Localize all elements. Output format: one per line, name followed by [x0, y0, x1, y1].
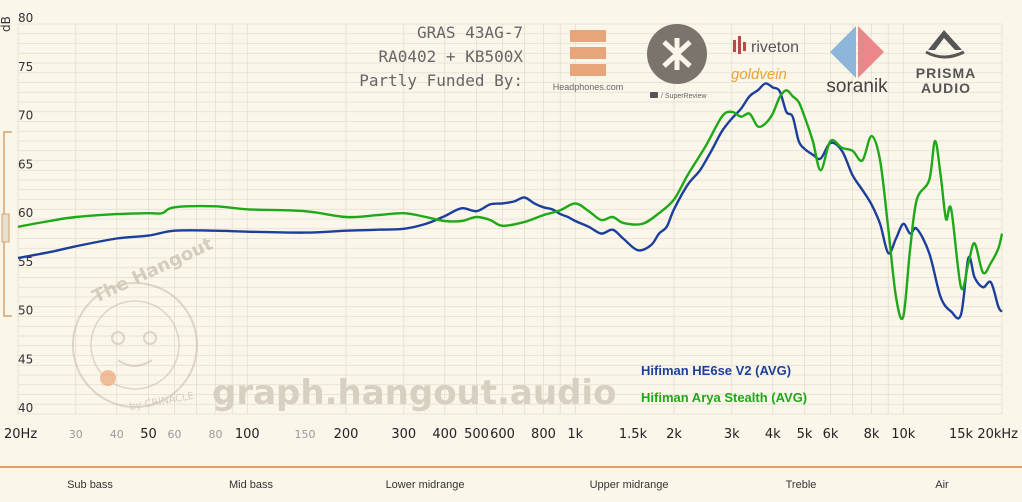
series-line-arya [17, 89, 1004, 321]
legend: Hifiman HE6se V2 (AVG) Hifiman Arya Stea… [641, 363, 807, 405]
funded-by: Partly Funded By: [359, 71, 523, 90]
goldvein-text: goldvein [731, 66, 787, 83]
riveton-logo: riveton goldvein [731, 36, 799, 83]
y-tick-label: 75 [18, 60, 33, 74]
prisma-audio-logo: PRISMA AUDIO [916, 30, 976, 96]
x-tick-label-minor: 60 [167, 428, 181, 441]
x-tick-label: 2k [666, 427, 682, 442]
band-air: Air [935, 479, 949, 491]
y-tick-label: 40 [18, 401, 33, 415]
band-upper-midrange: Upper midrange [590, 479, 669, 491]
band-sub-bass: Sub bass [67, 479, 113, 491]
y-axis-label: dB [0, 16, 13, 32]
x-tick-label: 3k [724, 427, 740, 442]
x-tick-label: 500 [464, 427, 489, 442]
x-tick-label: 15k [949, 427, 974, 442]
x-tick-label: 6k [823, 427, 839, 442]
x-tick-label: 50 [140, 427, 157, 442]
x-tick-label: 200 [334, 427, 359, 442]
x-tick-label: 1k [567, 427, 583, 442]
y-tick-label: 50 [18, 304, 33, 318]
y-tick-label: 70 [18, 109, 33, 123]
frequency-bands: Sub bass Mid bass Lower midrange Upper m… [67, 479, 949, 491]
riveton-text: riveton [751, 39, 799, 56]
left-edge-handle[interactable] [1, 131, 12, 317]
headphones-com-logo: Headphones.com [553, 30, 624, 92]
legend-he6se: Hifiman HE6se V2 (AVG) [641, 363, 791, 378]
series-layer [17, 82, 1004, 321]
x-tick-label: 400 [432, 427, 457, 442]
y-tick-label: 45 [18, 352, 33, 366]
headphones-com-text: Headphones.com [553, 82, 624, 92]
rig-name: GRAS 43AG-7 [417, 23, 523, 42]
x-tick-label: 300 [391, 427, 416, 442]
series-line-he6se [17, 82, 1003, 320]
x-tick-label: 1.5k [619, 427, 648, 442]
prisma-text: PRISMA [916, 65, 976, 81]
y-tick-label: 80 [18, 11, 33, 25]
x-tick-label: 10k [891, 427, 916, 442]
x-tick-label: 4k [765, 427, 781, 442]
x-tick-label-minor: 40 [110, 428, 124, 441]
y-tick-label: 60 [18, 206, 33, 220]
x-tick-label: 8k [864, 427, 880, 442]
x-tick-label: 20kHz [977, 427, 1018, 442]
x-tick-label: 600 [490, 427, 515, 442]
soranik-text: soranik [826, 76, 888, 97]
x-tick-label-minor: 30 [69, 428, 83, 441]
band-mid-bass: Mid bass [229, 479, 274, 491]
superreview-text: / SuperReview [661, 93, 707, 100]
rig-config: RA0402 + KB500X [379, 47, 524, 66]
superreview-logo: / SuperReview [647, 24, 707, 100]
x-tick-label-minor: 80 [208, 428, 222, 441]
watermark-url: graph.hangout.audio [212, 373, 616, 413]
x-tick-label: 800 [531, 427, 556, 442]
legend-arya: Hifiman Arya Stealth (AVG) [641, 390, 807, 405]
x-tick-label: 5k [797, 427, 813, 442]
x-tick-label: 20Hz [4, 427, 37, 442]
x-axis: 20Hz 50 100 200 300 400 500 600 800 1k 1.5k 2k 3k 4k 5… [4, 427, 1018, 442]
band-lower-midrange: Lower midrange [386, 479, 465, 491]
x-tick-label: 100 [235, 427, 260, 442]
y-tick-label: 65 [18, 157, 33, 171]
hangout-badge-text: The Hangout [89, 233, 216, 307]
audio-text: AUDIO [921, 80, 971, 96]
hangout-badge-logo: The Hangout by CRINACLE [72, 233, 217, 413]
band-treble: Treble [786, 479, 817, 491]
x-tick-label-minor: 150 [295, 428, 316, 441]
soranik-logo: soranik [826, 26, 888, 97]
